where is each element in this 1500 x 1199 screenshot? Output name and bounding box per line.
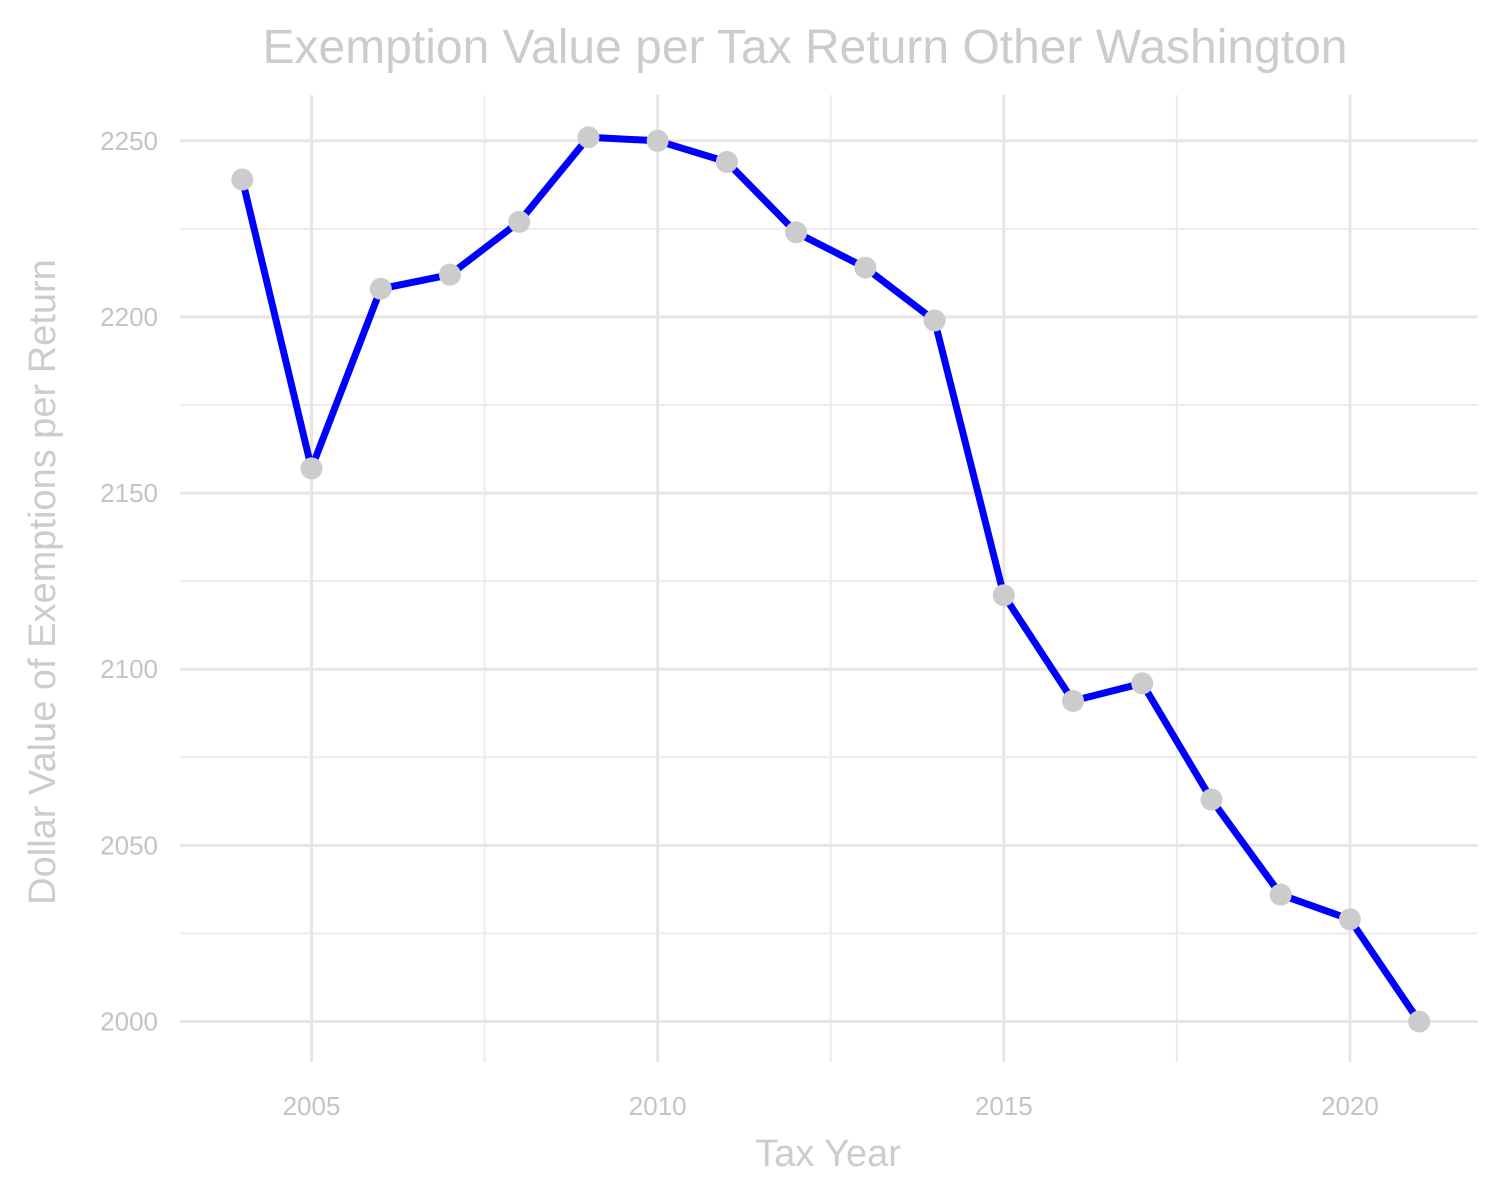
- y-axis-ticks: 2000 2050 2100 2150 2200 2250: [100, 126, 158, 1037]
- x-tick-label: 2010: [629, 1091, 687, 1121]
- x-axis-ticks: 2005 2010 2015 2020: [283, 1091, 1379, 1121]
- x-tick-label: 2020: [1321, 1091, 1379, 1121]
- data-point: [508, 211, 530, 233]
- x-tick-label: 2005: [283, 1091, 341, 1121]
- x-tick-label: 2015: [975, 1091, 1033, 1121]
- data-point: [439, 264, 461, 286]
- data-point: [716, 151, 738, 173]
- y-tick-label: 2000: [100, 1006, 158, 1036]
- data-point: [1408, 1010, 1430, 1032]
- data-point: [1339, 908, 1361, 930]
- data-point: [231, 169, 253, 191]
- y-tick-label: 2250: [100, 126, 158, 156]
- y-tick-label: 2200: [100, 302, 158, 332]
- data-point: [854, 257, 876, 279]
- y-tick-label: 2100: [100, 654, 158, 684]
- data-point: [1131, 672, 1153, 694]
- data-point: [1200, 789, 1222, 811]
- data-point: [1270, 884, 1292, 906]
- data-point: [577, 126, 599, 148]
- data-point: [647, 130, 669, 152]
- data-point: [301, 457, 323, 479]
- y-tick-label: 2050: [100, 830, 158, 860]
- data-point: [785, 221, 807, 243]
- data-point: [924, 309, 946, 331]
- y-tick-label: 2150: [100, 478, 158, 508]
- data-point: [993, 584, 1015, 606]
- chart-title: Exemption Value per Tax Return Other Was…: [262, 21, 1347, 74]
- data-point: [370, 278, 392, 300]
- x-axis-title: Tax Year: [755, 1133, 901, 1175]
- data-point: [1062, 690, 1084, 712]
- grid: [180, 95, 1478, 1062]
- y-axis-title: Dollar Value of Exemptions per Return: [22, 259, 64, 905]
